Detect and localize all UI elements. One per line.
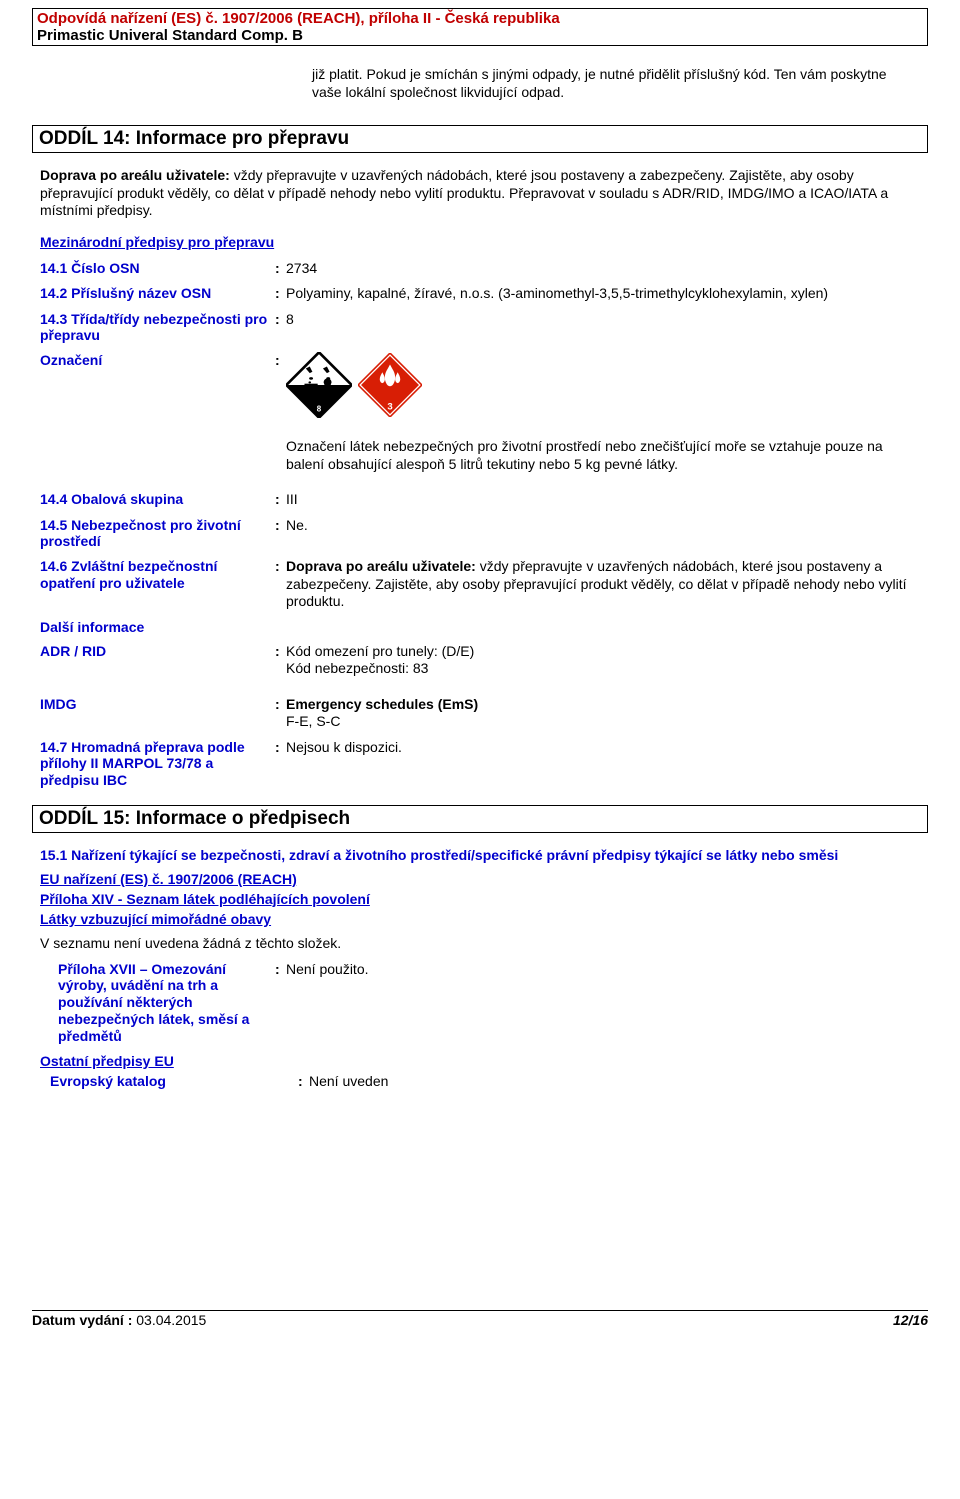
value-special-precautions: Doprava po areálu uživatele: vždy přepra… bbox=[286, 558, 920, 611]
label-special-precautions: 14.6 Zvláštní bezpečnostní opatření pro … bbox=[40, 558, 275, 592]
row-adr-rid: ADR / RID : Kód omezení pro tunely: (D/E… bbox=[40, 643, 920, 678]
none-listed: V seznamu není uvedena žádná z těchto sl… bbox=[40, 935, 920, 951]
row-class: 14.3 Třída/třídy nebezpečnosti pro přepr… bbox=[40, 311, 920, 345]
label-annex-xvii: Příloha XVII – Omezování výroby, uvádění… bbox=[58, 961, 275, 1045]
class-8-number: 8 bbox=[317, 404, 322, 413]
colon: : bbox=[298, 1073, 309, 1089]
hazard-class-8-icon: 8 bbox=[286, 352, 352, 418]
hazard-class-3-icon: 3 bbox=[358, 353, 422, 417]
spec-lead-bold: Doprava po areálu uživatele: bbox=[286, 558, 476, 574]
value-imdg: Emergency schedules (EmS) F-E, S-C bbox=[286, 696, 920, 731]
footer-page: 12/16 bbox=[893, 1312, 928, 1328]
intl-regs-subhead: Mezinárodní předpisy pro přepravu bbox=[40, 234, 920, 250]
row-env-hazard: 14.5 Nebezpečnost pro životní prostředí … bbox=[40, 517, 920, 551]
row-special-precautions: 14.6 Zvláštní bezpečnostní opatření pro … bbox=[40, 558, 920, 611]
label-un-number: 14.1 Číslo OSN bbox=[40, 260, 275, 277]
row-packing-group: 14.4 Obalová skupina : III bbox=[40, 491, 920, 509]
annex-xiv: Příloha XIV - Seznam látek podléhajících… bbox=[40, 891, 920, 907]
value-class: 8 bbox=[286, 311, 920, 329]
p-15-1: 15.1 Nařízení týkající se bezpečnosti, z… bbox=[40, 847, 920, 865]
colon: : bbox=[275, 260, 286, 276]
label-ewc: Evropský katalog bbox=[50, 1073, 298, 1090]
env-marking-note: Označení látek nebezpečných pro životní … bbox=[286, 438, 920, 473]
transport-lead-bold: Doprava po areálu uživatele: bbox=[40, 167, 230, 183]
p-15-1-text: 15.1 Nařízení týkající se bezpečnosti, z… bbox=[40, 847, 920, 865]
row-psn: 14.2 Příslušný název OSN : Polyaminy, ka… bbox=[40, 285, 920, 303]
label-psn: 14.2 Příslušný název OSN bbox=[40, 285, 275, 302]
row-un-number: 14.1 Číslo OSN : 2734 bbox=[40, 260, 920, 278]
footer-date-label: Datum vydání : bbox=[32, 1312, 132, 1328]
value-ewc: Není uveden bbox=[309, 1073, 920, 1091]
row-marking: Označení : 8 bbox=[40, 352, 920, 418]
label-bulk: 14.7 Hromadná přeprava podle přílohy II … bbox=[40, 739, 275, 789]
ems-label: Emergency schedules (EmS) bbox=[286, 696, 478, 712]
colon: : bbox=[275, 696, 286, 712]
label-packing-group: 14.4 Obalová skupina bbox=[40, 491, 275, 508]
label-marking: Označení bbox=[40, 352, 275, 369]
label-imdg: IMDG bbox=[40, 696, 275, 713]
header-regulation: Odpovídá nařízení (ES) č. 1907/2006 (REA… bbox=[37, 10, 923, 27]
colon: : bbox=[275, 491, 286, 507]
further-info-label: Další informace bbox=[40, 619, 920, 635]
value-packing-group: III bbox=[286, 491, 920, 509]
adr-hin: Kód nebezpečnosti: 83 bbox=[286, 660, 428, 676]
value-bulk: Nejsou k dispozici. bbox=[286, 739, 920, 757]
row-annex-xvii: Příloha XVII – Omezování výroby, uvádění… bbox=[58, 961, 920, 1045]
colon: : bbox=[275, 643, 286, 659]
header-box: Odpovídá nařízení (ES) č. 1907/2006 (REA… bbox=[32, 8, 928, 46]
intro-paragraph: již platit. Pokud je smíchán s jinými od… bbox=[312, 66, 918, 101]
colon: : bbox=[275, 311, 286, 327]
colon: : bbox=[275, 558, 286, 574]
eu-reg-reach: EU nařízení (ES) č. 1907/2006 (REACH) bbox=[40, 871, 920, 887]
value-psn: Polyaminy, kapalné, žíravé, n.o.s. (3-am… bbox=[286, 285, 920, 303]
section-15-title-box: ODDÍL 15: Informace o předpisech bbox=[32, 805, 928, 833]
class-3-number: 3 bbox=[387, 401, 392, 412]
section-14-body: Doprava po areálu uživatele: vždy přepra… bbox=[40, 167, 920, 220]
adr-tunnel: Kód omezení pro tunely: (D/E) bbox=[286, 643, 474, 659]
colon: : bbox=[275, 517, 286, 533]
header-product: Primastic Univeral Standard Comp. B bbox=[37, 27, 923, 44]
value-env-hazard: Ne. bbox=[286, 517, 920, 535]
row-bulk: 14.7 Hromadná přeprava podle přílohy II … bbox=[40, 739, 920, 789]
section-14-title-box: ODDÍL 14: Informace pro přepravu bbox=[32, 125, 928, 153]
footer-date: Datum vydání : 03.04.2015 bbox=[32, 1312, 206, 1328]
value-un-number: 2734 bbox=[286, 260, 920, 278]
other-eu-regs: Ostatní předpisy EU bbox=[40, 1053, 920, 1069]
colon: : bbox=[275, 739, 286, 755]
row-env-note: Označení látek nebezpečných pro životní … bbox=[40, 438, 920, 473]
colon: : bbox=[275, 961, 286, 977]
value-annex-xvii: Není použito. bbox=[286, 961, 920, 979]
row-imdg: IMDG : Emergency schedules (EmS) F-E, S-… bbox=[40, 696, 920, 731]
label-adr-rid: ADR / RID bbox=[40, 643, 275, 660]
colon: : bbox=[275, 285, 286, 301]
footer-date-value: 03.04.2015 bbox=[132, 1312, 206, 1328]
ems-codes: F-E, S-C bbox=[286, 713, 340, 729]
hazard-icons-container: 8 3 bbox=[286, 352, 920, 418]
colon: : bbox=[275, 352, 286, 368]
label-env-hazard: 14.5 Nebezpečnost pro životní prostředí bbox=[40, 517, 275, 551]
svhc: Látky vzbuzující mimořádné obavy bbox=[40, 911, 920, 927]
row-ewc: Evropský katalog : Není uveden bbox=[50, 1073, 920, 1091]
label-class: 14.3 Třída/třídy nebezpečnosti pro přepr… bbox=[40, 311, 275, 345]
footer: Datum vydání : 03.04.2015 12/16 bbox=[32, 1310, 928, 1328]
section-15-title: ODDÍL 15: Informace o předpisech bbox=[39, 808, 350, 829]
section-14-title: ODDÍL 14: Informace pro přepravu bbox=[39, 128, 349, 149]
value-adr-rid: Kód omezení pro tunely: (D/E) Kód nebezp… bbox=[286, 643, 920, 678]
